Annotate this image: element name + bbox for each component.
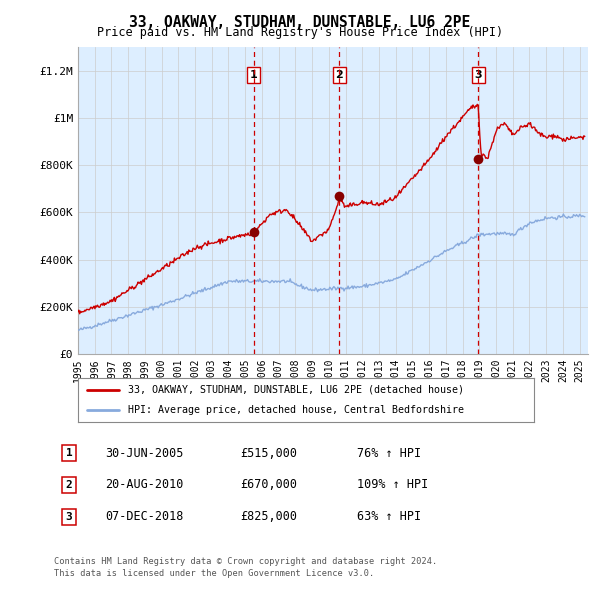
- Text: 1: 1: [65, 448, 73, 458]
- Text: HPI: Average price, detached house, Central Bedfordshire: HPI: Average price, detached house, Cent…: [128, 405, 464, 415]
- Text: 2: 2: [335, 70, 343, 80]
- Text: 76% ↑ HPI: 76% ↑ HPI: [357, 447, 421, 460]
- Text: 33, OAKWAY, STUDHAM, DUNSTABLE, LU6 2PE: 33, OAKWAY, STUDHAM, DUNSTABLE, LU6 2PE: [130, 15, 470, 30]
- Text: 3: 3: [65, 512, 73, 522]
- Text: 20-AUG-2010: 20-AUG-2010: [105, 478, 184, 491]
- Text: £825,000: £825,000: [240, 510, 297, 523]
- Text: 63% ↑ HPI: 63% ↑ HPI: [357, 510, 421, 523]
- Text: 1: 1: [250, 70, 257, 80]
- Text: 07-DEC-2018: 07-DEC-2018: [105, 510, 184, 523]
- Text: £670,000: £670,000: [240, 478, 297, 491]
- Text: 30-JUN-2005: 30-JUN-2005: [105, 447, 184, 460]
- Text: Contains HM Land Registry data © Crown copyright and database right 2024.: Contains HM Land Registry data © Crown c…: [54, 557, 437, 566]
- Text: Price paid vs. HM Land Registry's House Price Index (HPI): Price paid vs. HM Land Registry's House …: [97, 26, 503, 39]
- Text: 3: 3: [474, 70, 482, 80]
- Text: 109% ↑ HPI: 109% ↑ HPI: [357, 478, 428, 491]
- Text: This data is licensed under the Open Government Licence v3.0.: This data is licensed under the Open Gov…: [54, 569, 374, 578]
- Text: £515,000: £515,000: [240, 447, 297, 460]
- Text: 2: 2: [65, 480, 73, 490]
- Text: 33, OAKWAY, STUDHAM, DUNSTABLE, LU6 2PE (detached house): 33, OAKWAY, STUDHAM, DUNSTABLE, LU6 2PE …: [128, 385, 464, 395]
